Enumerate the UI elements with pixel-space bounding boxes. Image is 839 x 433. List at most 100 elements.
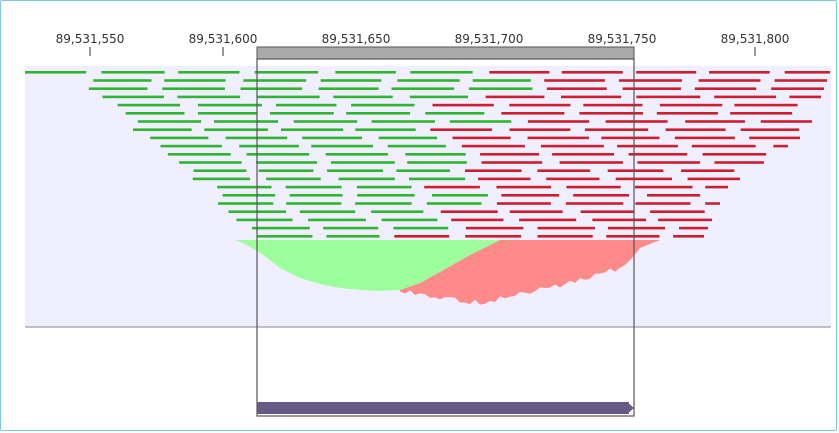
read-line[interactable] (281, 128, 344, 131)
read-line[interactable] (480, 153, 540, 156)
read-line[interactable] (540, 144, 604, 148)
read-line[interactable] (424, 185, 480, 189)
read-line[interactable] (656, 112, 718, 115)
read-line[interactable] (117, 103, 181, 107)
read-line[interactable] (773, 144, 788, 148)
read-line[interactable] (658, 218, 712, 222)
read-line[interactable] (665, 128, 726, 131)
read-line[interactable] (285, 185, 342, 189)
read-line[interactable] (580, 210, 634, 213)
read-line[interactable] (489, 71, 550, 74)
read-line[interactable] (579, 112, 644, 115)
read-line[interactable] (240, 87, 303, 90)
read-line[interactable] (618, 79, 682, 82)
read-line[interactable] (276, 103, 337, 107)
read-line[interactable] (774, 79, 827, 82)
read-line[interactable] (192, 177, 250, 181)
read-line[interactable] (461, 144, 525, 148)
read-line[interactable] (397, 79, 460, 82)
read-line[interactable] (266, 177, 321, 181)
read-line[interactable] (681, 169, 735, 172)
read-line[interactable] (659, 103, 723, 107)
read-line[interactable] (740, 128, 800, 131)
read-line[interactable] (381, 218, 438, 222)
read-line[interactable] (636, 71, 697, 74)
read-line[interactable] (179, 161, 242, 164)
read-line[interactable] (351, 103, 415, 107)
read-line[interactable] (501, 194, 560, 197)
read-line[interactable] (452, 136, 511, 140)
read-line[interactable] (256, 95, 320, 99)
read-line[interactable] (258, 169, 314, 172)
read-line[interactable] (583, 103, 643, 107)
read-line[interactable] (246, 153, 310, 156)
read-line[interactable] (705, 185, 728, 189)
read-line[interactable] (405, 153, 466, 156)
read-line[interactable] (637, 161, 701, 164)
read-line[interactable] (371, 210, 424, 213)
read-line[interactable] (387, 144, 446, 148)
selection-header-bar[interactable] (256, 46, 635, 60)
read-line[interactable] (356, 185, 412, 189)
read-line[interactable] (485, 95, 545, 99)
read-line[interactable] (559, 161, 623, 164)
read-line[interactable] (217, 185, 272, 189)
read-line[interactable] (509, 210, 563, 213)
read-line[interactable] (734, 103, 798, 107)
read-line[interactable] (647, 194, 701, 197)
read-line[interactable] (478, 177, 531, 181)
read-line[interactable] (501, 112, 565, 115)
read-line[interactable] (160, 144, 222, 148)
read-line[interactable] (252, 226, 310, 230)
read-line[interactable] (286, 202, 342, 205)
read-line[interactable] (537, 235, 593, 238)
read-line[interactable] (371, 120, 435, 123)
read-line[interactable] (509, 103, 571, 107)
read-line[interactable] (635, 185, 693, 189)
read-line[interactable] (702, 153, 767, 156)
read-line[interactable] (177, 95, 241, 99)
read-line[interactable] (357, 194, 415, 197)
read-line[interactable] (561, 71, 623, 74)
read-line[interactable] (546, 177, 600, 181)
read-line[interactable] (167, 153, 231, 156)
read-line[interactable] (465, 169, 522, 172)
read-line[interactable] (705, 202, 720, 205)
read-line[interactable] (378, 136, 438, 140)
read-line[interactable] (622, 87, 681, 90)
read-line[interactable] (449, 120, 512, 123)
read-line[interactable] (150, 136, 209, 140)
read-line[interactable] (496, 185, 552, 189)
read-line[interactable] (472, 79, 531, 82)
read-line[interactable] (760, 120, 812, 123)
read-line[interactable] (243, 79, 307, 82)
read-line[interactable] (698, 79, 761, 82)
read-line[interactable] (635, 202, 691, 205)
read-line[interactable] (784, 71, 830, 74)
read-line[interactable] (771, 87, 824, 90)
read-line[interactable] (601, 136, 660, 140)
read-line[interactable] (409, 177, 466, 181)
read-line[interactable] (685, 120, 745, 123)
read-line[interactable] (410, 71, 473, 74)
read-line[interactable] (468, 87, 533, 90)
read-line[interactable] (325, 153, 388, 156)
read-line[interactable] (565, 202, 624, 205)
read-line[interactable] (537, 226, 596, 230)
read-line[interactable] (102, 95, 164, 99)
read-line[interactable] (561, 95, 622, 99)
read-line[interactable] (396, 169, 450, 172)
read-line[interactable] (425, 112, 485, 115)
read-line[interactable] (269, 112, 334, 115)
read-line[interactable] (650, 210, 705, 213)
feature-bar[interactable] (257, 402, 629, 414)
read-line[interactable] (617, 144, 678, 148)
read-line[interactable] (709, 71, 770, 74)
read-line[interactable] (552, 153, 614, 156)
read-line[interactable] (197, 103, 262, 107)
read-line[interactable] (430, 128, 492, 131)
read-line[interactable] (214, 120, 278, 123)
read-line[interactable] (432, 194, 488, 197)
read-line[interactable] (714, 95, 777, 99)
